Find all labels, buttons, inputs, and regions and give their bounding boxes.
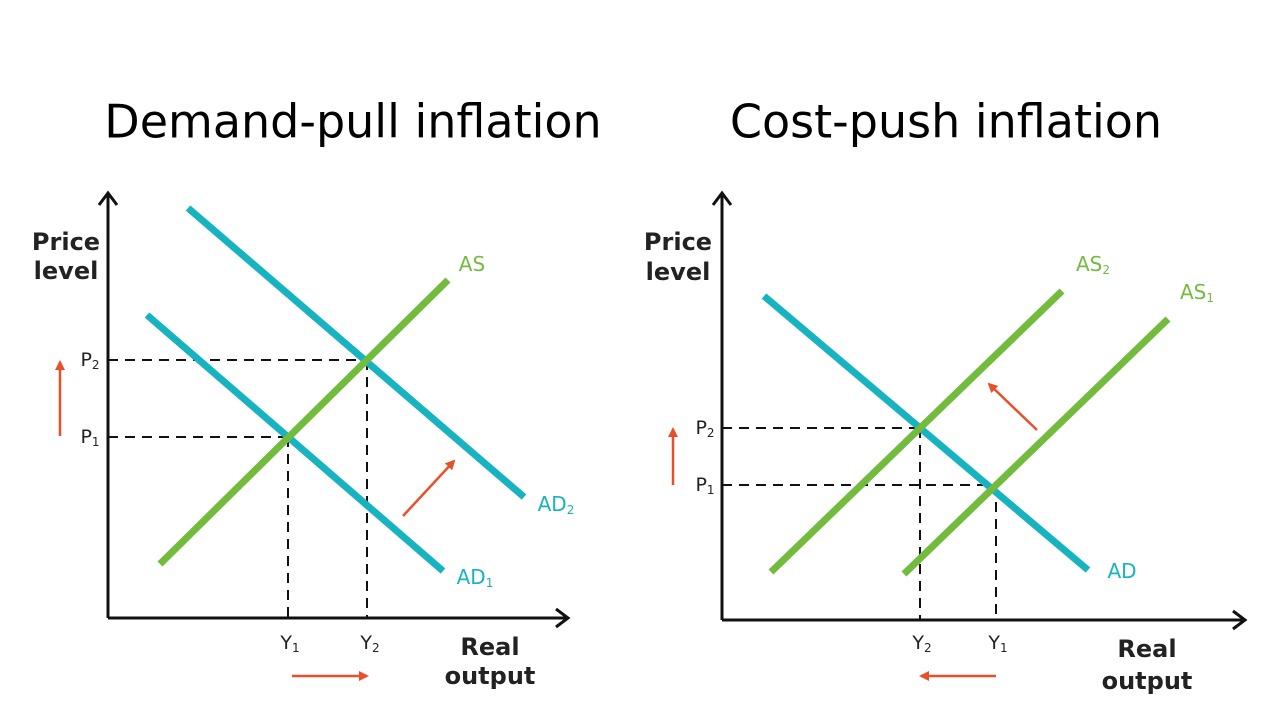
axes bbox=[97, 190, 571, 629]
label-sub: 2 bbox=[707, 426, 715, 440]
label-sub: 1 bbox=[92, 435, 100, 449]
arrow bbox=[402, 459, 456, 517]
label-name: Y bbox=[359, 632, 372, 654]
ad2-curve bbox=[185, 205, 527, 500]
curve-label: AD1 bbox=[457, 565, 494, 590]
y-axis-label: Price bbox=[32, 228, 100, 256]
title: Cost-push inflation bbox=[730, 95, 1162, 149]
x-axis-label: output bbox=[1102, 667, 1193, 695]
x-axis-label: output bbox=[445, 662, 536, 690]
price-label: P2 bbox=[80, 349, 99, 372]
label-sub: 2 bbox=[372, 641, 380, 655]
demand-pull-diagram: Demand-pull inflation Price level Real o… bbox=[32, 95, 602, 691]
x-axis-label: Real bbox=[460, 633, 519, 661]
curve-label: AS1 bbox=[1180, 280, 1214, 305]
label-name: P bbox=[80, 349, 91, 371]
ad-curve bbox=[761, 293, 1091, 573]
label-sub: 2 bbox=[92, 358, 100, 372]
arrow bbox=[987, 382, 1038, 431]
output-label: Y1 bbox=[279, 632, 299, 655]
as-curve bbox=[157, 277, 451, 567]
curve-name: AD bbox=[457, 565, 486, 589]
cost-push-diagram: Cost-push inflation Price level Real out… bbox=[644, 95, 1248, 695]
curve-sub: 2 bbox=[1102, 263, 1110, 277]
label-name: Y bbox=[279, 632, 292, 654]
label-name: Y bbox=[911, 632, 924, 654]
price-label: P2 bbox=[695, 417, 714, 440]
curve-name: AS bbox=[1076, 252, 1102, 276]
output-label: Y1 bbox=[987, 632, 1007, 655]
price-label: P1 bbox=[80, 426, 99, 449]
ad1-curve bbox=[144, 312, 446, 574]
curve-label: AD2 bbox=[538, 492, 575, 517]
label-sub: 1 bbox=[1000, 641, 1008, 655]
curve-name: AS bbox=[1180, 280, 1206, 304]
as2-curve bbox=[768, 288, 1065, 575]
as1-curve bbox=[901, 316, 1171, 577]
label-name: Y bbox=[987, 632, 1000, 654]
output-label: Y2 bbox=[359, 632, 379, 655]
label-name: P bbox=[80, 426, 91, 448]
title: Demand-pull inflation bbox=[104, 95, 601, 149]
label-sub: 2 bbox=[924, 641, 932, 655]
x-axis-label: Real bbox=[1117, 635, 1176, 663]
y-axis-label: Price bbox=[644, 228, 712, 256]
curve-name: AD bbox=[538, 492, 567, 516]
label-sub: 1 bbox=[707, 483, 715, 497]
label-name: P bbox=[695, 417, 706, 439]
output-label: Y2 bbox=[911, 632, 931, 655]
label-sub: 1 bbox=[292, 641, 300, 655]
curve-name: AD bbox=[1107, 559, 1136, 583]
curve-sub: 1 bbox=[486, 576, 494, 590]
curve-label: AS2 bbox=[1076, 252, 1110, 277]
curve-label: AS bbox=[459, 252, 485, 276]
curve-name: AS bbox=[459, 252, 485, 276]
curve-sub: 2 bbox=[567, 503, 575, 517]
axes bbox=[711, 190, 1248, 631]
y-axis-label: level bbox=[34, 257, 99, 285]
label-name: P bbox=[695, 474, 706, 496]
curve-sub: 1 bbox=[1206, 291, 1214, 305]
y-axis-label: level bbox=[646, 258, 711, 286]
curve-label: AD bbox=[1107, 559, 1136, 583]
price-label: P1 bbox=[695, 474, 714, 497]
